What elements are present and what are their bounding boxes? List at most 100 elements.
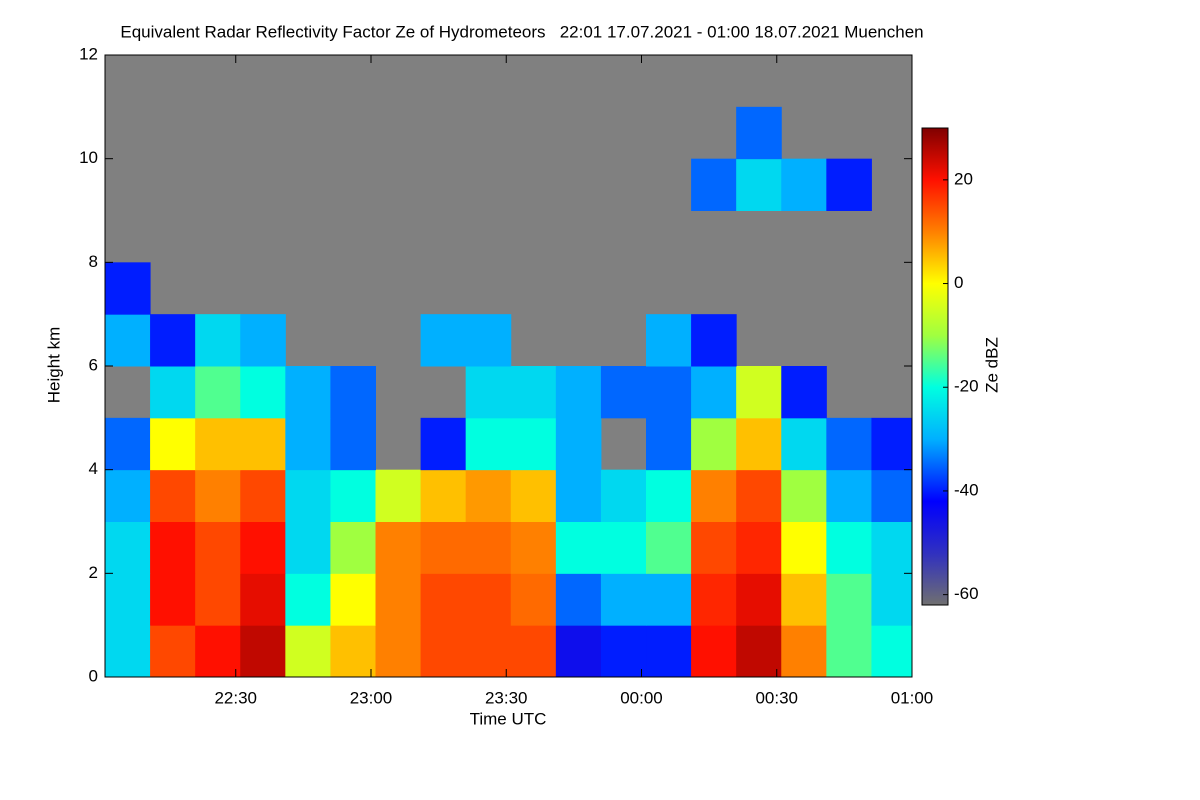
heatmap-cell (150, 469, 196, 522)
heatmap-cell (555, 366, 602, 419)
heatmap-cell (150, 366, 196, 419)
y-tick-label: 10 (79, 148, 98, 167)
heatmap-cell (871, 417, 913, 471)
heatmap-cell (871, 625, 913, 678)
heatmap-cell (781, 469, 827, 522)
y-tick-label: 2 (89, 563, 98, 582)
heatmap-cell (600, 625, 647, 678)
heatmap-cell (330, 573, 377, 626)
heatmap-cell (285, 521, 331, 574)
heatmap-cell (736, 366, 782, 419)
heatmap-cell (195, 417, 241, 471)
heatmap-cell (105, 521, 151, 574)
heatmap-cell (826, 573, 872, 626)
colorbar-tick-label: -20 (954, 377, 979, 396)
heatmap-cell (150, 417, 196, 471)
heatmap-cell (465, 521, 512, 574)
heatmap-cell (691, 366, 737, 419)
heatmap-cell (781, 573, 827, 626)
colorbar-tick-label: 20 (954, 169, 973, 188)
heatmap-cell (330, 417, 377, 471)
heatmap-cell (510, 417, 557, 471)
heatmap-cell (871, 521, 913, 574)
y-tick-label: 0 (89, 666, 98, 685)
heatmap-cell (691, 469, 737, 522)
heatmap-cell (555, 625, 602, 678)
heatmap-cell (420, 573, 467, 626)
heatmap-cell (465, 366, 512, 419)
heatmap-cell (646, 314, 692, 367)
heatmap-cell (736, 521, 782, 574)
heatmap-cell (736, 573, 782, 626)
heatmap-cell (195, 573, 241, 626)
heatmap-cell (646, 469, 692, 522)
heatmap-cell (781, 625, 827, 678)
colorbar (921, 127, 949, 606)
heatmap-cell (150, 573, 196, 626)
heatmap-cell (736, 417, 782, 471)
heatmap-cell (105, 469, 151, 522)
heatmap-cell (105, 573, 151, 626)
heatmap-cell (600, 573, 647, 626)
heatmap-cell (465, 417, 512, 471)
x-tick-label: 23:30 (485, 688, 528, 707)
heatmap-cell (510, 625, 557, 678)
colorbar-tick-label: 0 (954, 273, 963, 292)
heatmap-cell (420, 521, 467, 574)
heatmap-cell (285, 573, 331, 626)
heatmap-cell (600, 521, 647, 574)
heatmap-cell (285, 366, 331, 419)
heatmap-cell (555, 521, 602, 574)
heatmap-cell (736, 469, 782, 522)
heatmap-cell (105, 314, 151, 367)
heatmap-cell (375, 469, 422, 522)
x-axis-label: Time UTC (470, 709, 547, 728)
heatmap-cell (150, 314, 196, 367)
heatmap-cell (330, 366, 377, 419)
heatmap-cell (646, 573, 692, 626)
heatmap-cell (240, 314, 286, 367)
heatmap-cell (510, 573, 557, 626)
heatmap-cell (826, 417, 872, 471)
heatmap-cell (195, 521, 241, 574)
heatmap-cell (195, 469, 241, 522)
heatmap-cell (285, 417, 331, 471)
heatmap-cell (195, 314, 241, 367)
heatmap-cell (150, 625, 196, 678)
heatmap-cell (646, 521, 692, 574)
y-tick-label: 8 (89, 252, 98, 271)
heatmap-cell (330, 469, 377, 522)
colorbar-tick-label: -60 (954, 584, 979, 603)
heatmap-cell (240, 625, 286, 678)
heatmap-cell (240, 469, 286, 522)
heatmap-cell (555, 469, 602, 522)
heatmap-cell (555, 573, 602, 626)
x-tick-label: 00:00 (620, 688, 663, 707)
heatmap-cell (510, 521, 557, 574)
heatmap-cell (646, 625, 692, 678)
heatmap-cell (240, 573, 286, 626)
heatmap-cell (871, 573, 913, 626)
heatmap-cell (555, 417, 602, 471)
y-tick-label: 6 (89, 355, 98, 374)
heatmap-cell (691, 417, 737, 471)
heatmap-cell (375, 521, 422, 574)
heatmap-cell (691, 314, 737, 367)
heatmap-cell (465, 625, 512, 678)
x-tick-label: 22:30 (214, 688, 257, 707)
heatmap-cell (736, 106, 782, 160)
heatmap-cell (240, 417, 286, 471)
heatmap-cell (826, 521, 872, 574)
heatmap-cell (285, 625, 331, 678)
heatmap-cell (420, 625, 467, 678)
heatmap-cell (150, 521, 196, 574)
heatmap-cell (420, 314, 467, 367)
x-tick-label: 00:30 (755, 688, 798, 707)
heatmap-cell (871, 469, 913, 522)
heatmap-cell (510, 366, 557, 419)
heatmap-cell (465, 573, 512, 626)
heatmap-cell (195, 625, 241, 678)
heatmap-cell (600, 366, 647, 419)
heatmap-cell (691, 573, 737, 626)
heatmap-cell (240, 521, 286, 574)
